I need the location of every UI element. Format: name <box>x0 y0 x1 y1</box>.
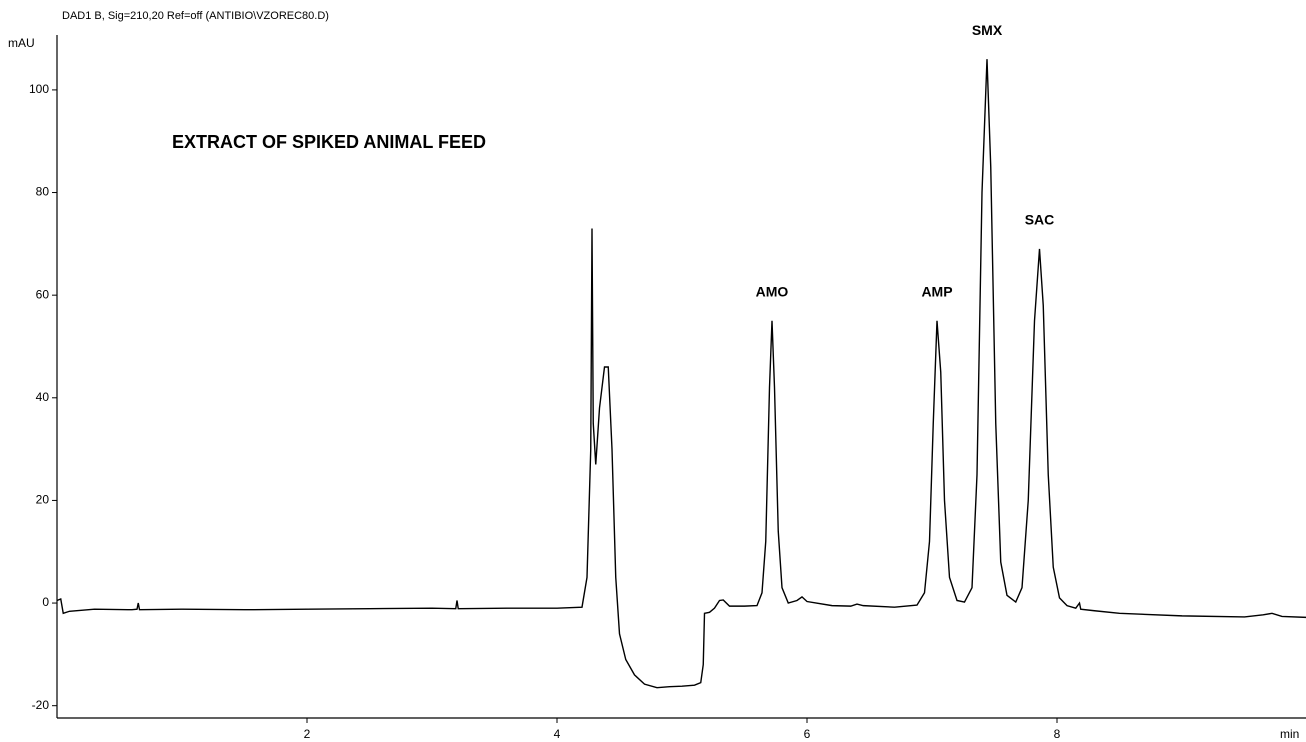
peak-label: AMP <box>921 284 952 300</box>
x-tick-label: 8 <box>1054 727 1061 741</box>
x-tick-label: 4 <box>554 727 561 741</box>
peak-label: SMX <box>972 22 1003 38</box>
y-tick-label: 100 <box>29 82 49 96</box>
y-tick-label: 80 <box>36 185 50 199</box>
y-tick-label: -20 <box>32 698 50 712</box>
y-tick-label: 60 <box>36 287 50 301</box>
y-tick-label: 40 <box>36 390 50 404</box>
x-tick-label: 2 <box>304 727 311 741</box>
inset-text: EXTRACT OF SPIKED ANIMAL FEED <box>172 132 486 152</box>
peak-label: AMO <box>756 284 789 300</box>
y-tick-label: 20 <box>36 493 50 507</box>
x-axis-label: min <box>1280 727 1299 741</box>
y-axis-label: mAU <box>8 36 35 50</box>
x-tick-label: 6 <box>804 727 811 741</box>
y-tick-label: 0 <box>42 595 49 609</box>
peak-label: SAC <box>1025 212 1055 228</box>
trace <box>56 59 1306 689</box>
chart-title: DAD1 B, Sig=210,20 Ref=off (ANTIBIO\VZOR… <box>62 10 329 22</box>
